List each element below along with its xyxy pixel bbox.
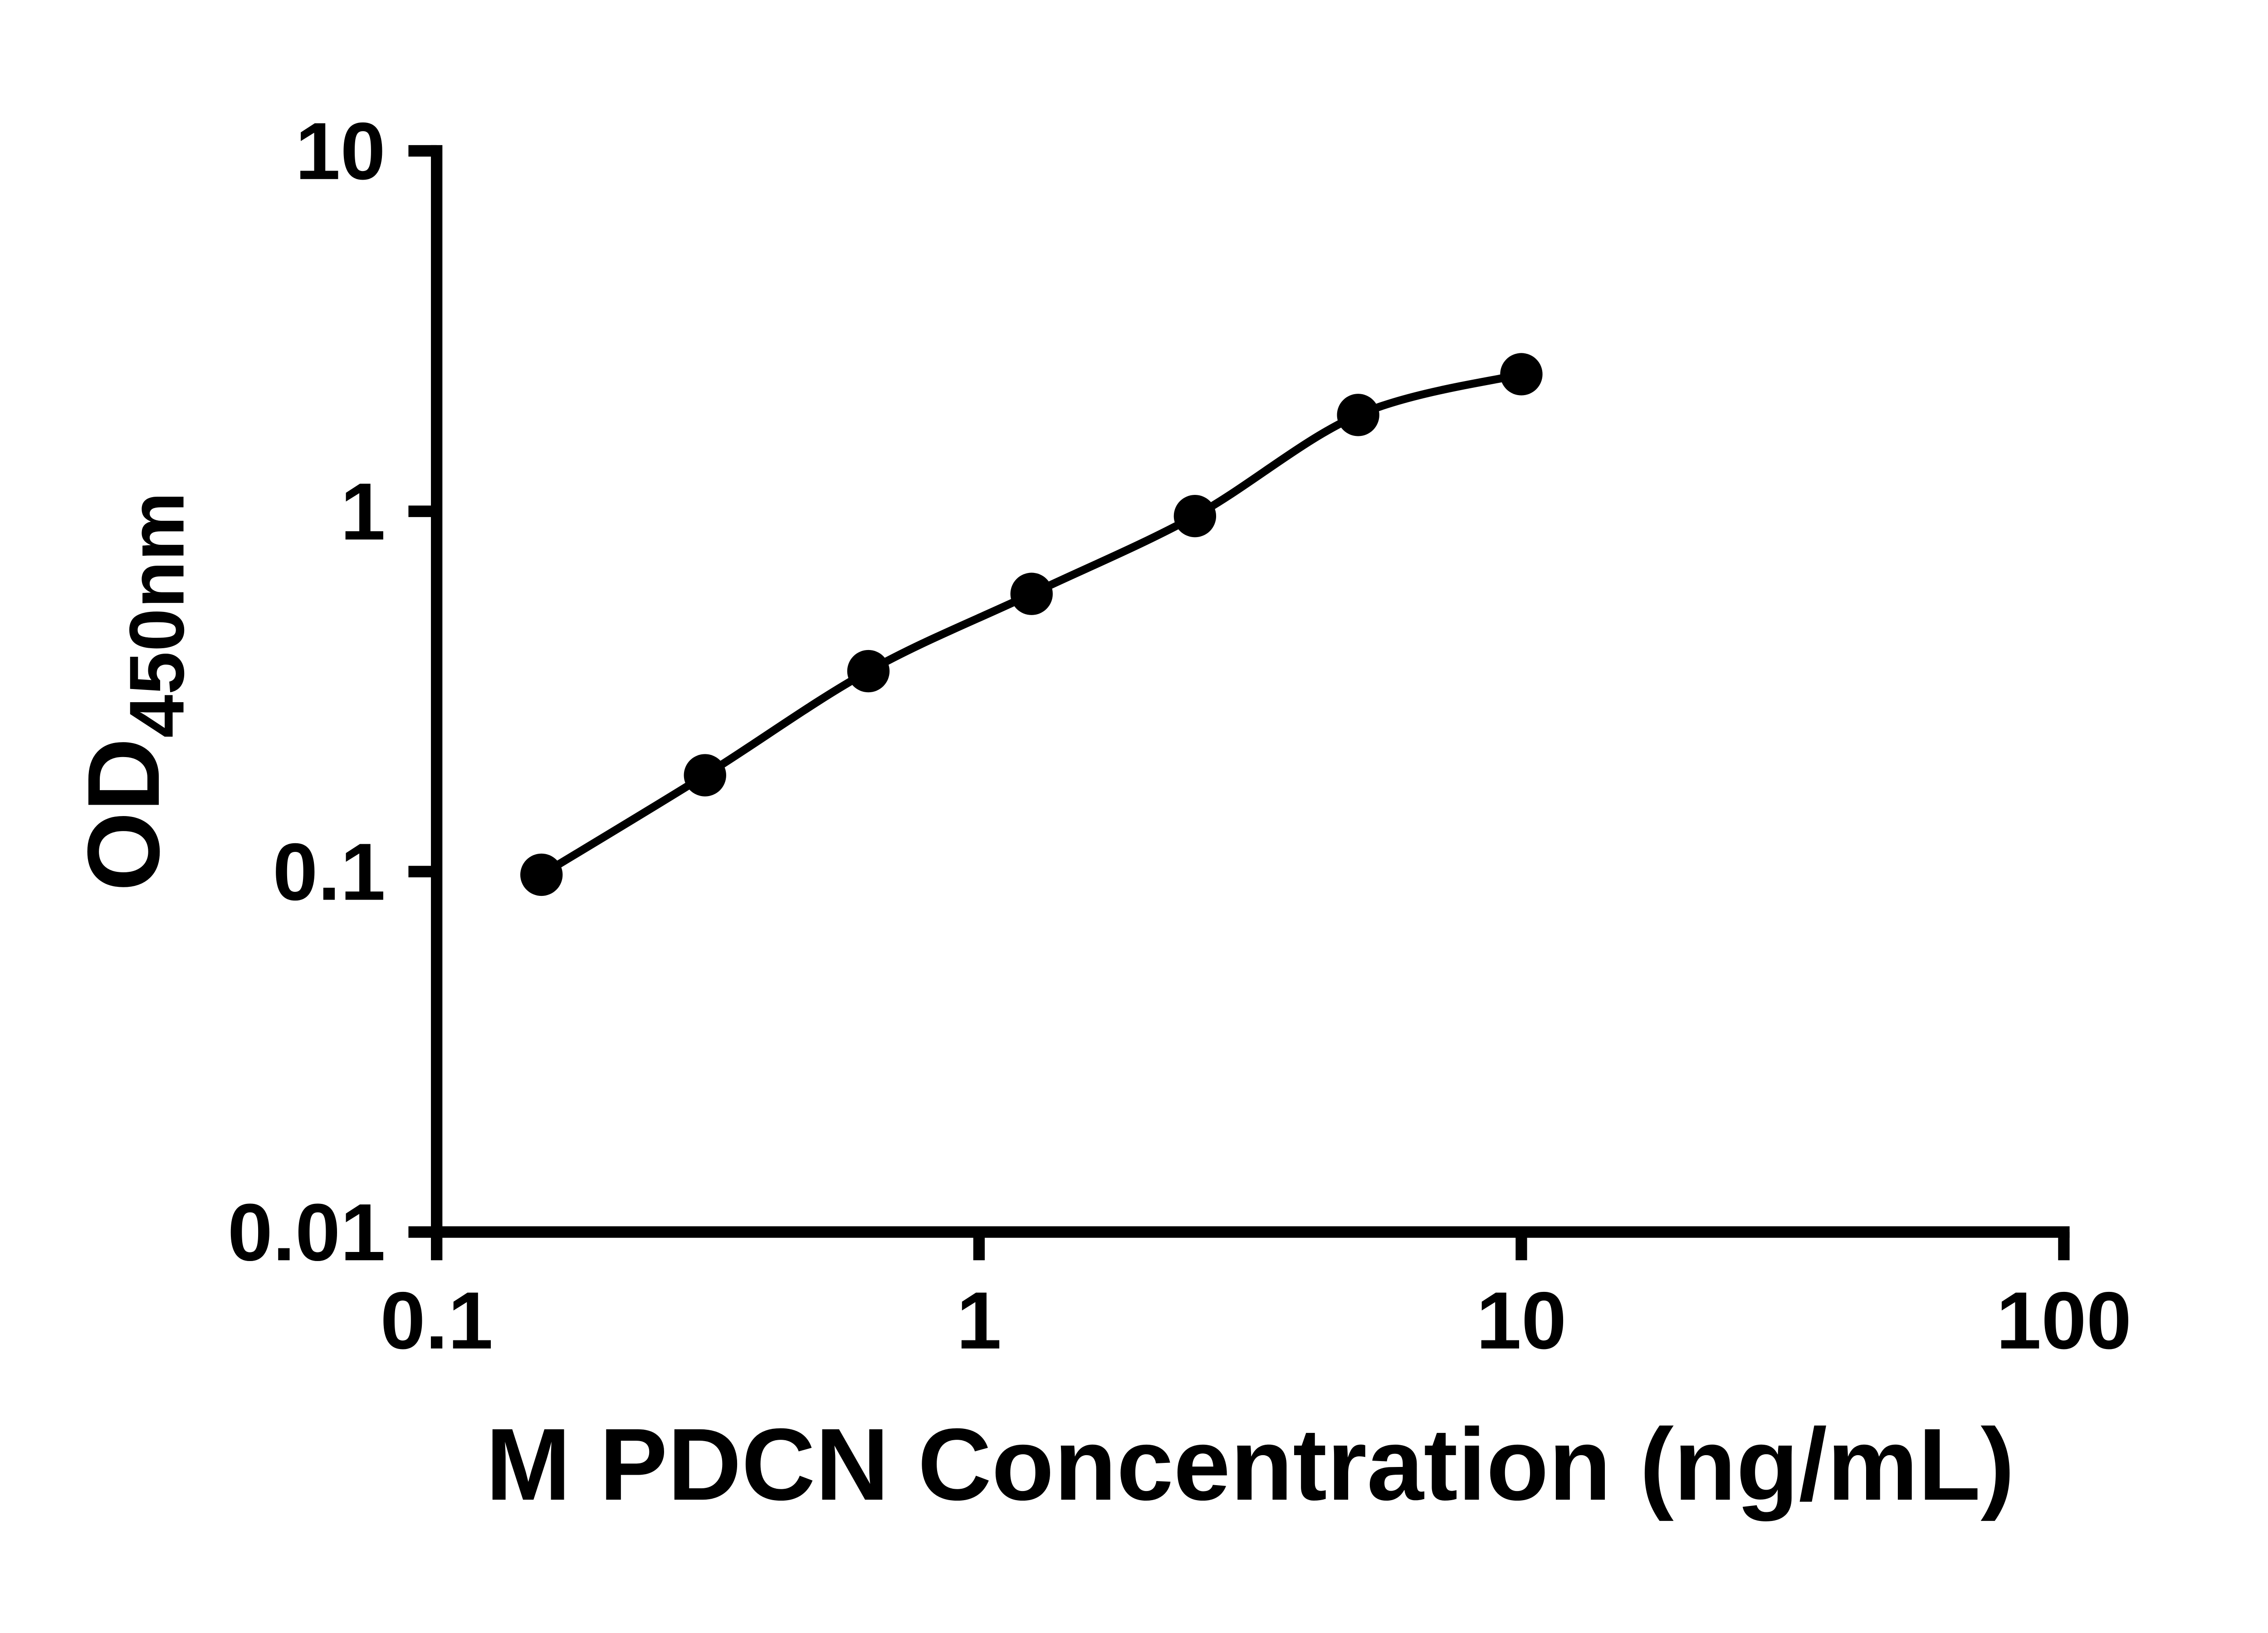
- x-tick-label: 10: [1476, 1275, 1566, 1366]
- y-axis-title-main: OD: [66, 738, 181, 891]
- data-point: [1173, 495, 1217, 538]
- y-tick-label: 0.1: [273, 826, 386, 917]
- y-axis-title: OD450nm: [66, 492, 200, 891]
- x-tick-label: 0.1: [380, 1275, 493, 1366]
- data-point: [684, 754, 726, 797]
- data-point: [1337, 394, 1379, 436]
- x-tick-label: 1: [957, 1275, 1002, 1366]
- data-point: [520, 853, 563, 896]
- elisa-standard-curve-figure: 0.1 1 10 100 10 1 0.1 0.01 M PDCN Concentration…: [66, 105, 2132, 1522]
- data-point: [847, 650, 890, 693]
- y-tick-label: 10: [295, 106, 386, 196]
- y-tick-label: 1: [340, 466, 386, 557]
- x-axis-title: M PDCN Concentration (ng/mL): [486, 1407, 2015, 1521]
- y-axis-title-sub: 450nm: [114, 492, 200, 738]
- y-tick-label: 0.01: [228, 1187, 386, 1277]
- data-point: [1010, 572, 1053, 615]
- axes-frame: [431, 145, 2070, 1238]
- data-point: [1500, 353, 1543, 396]
- x-tick-label: 100: [1996, 1275, 2132, 1366]
- fit-curve: [539, 370, 1523, 878]
